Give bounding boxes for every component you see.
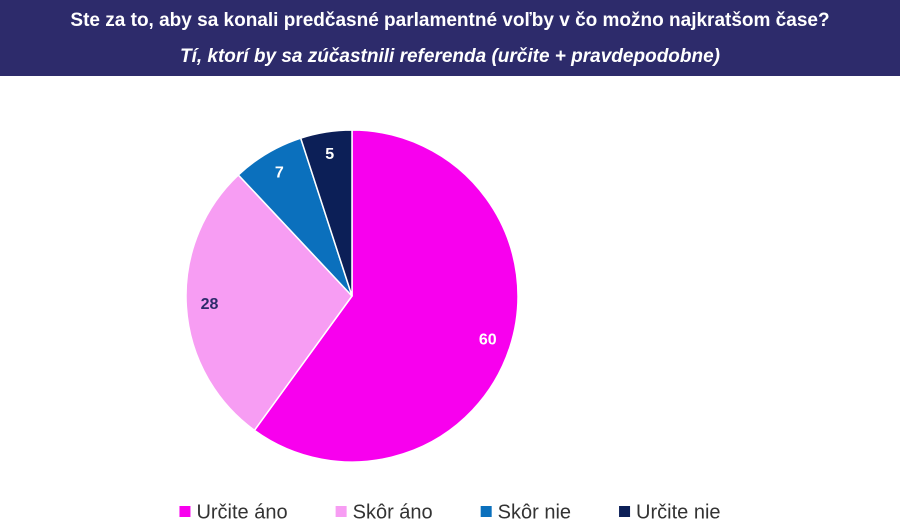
pie-slice xyxy=(253,129,519,463)
header-band xyxy=(0,0,900,76)
legend-swatch xyxy=(619,506,631,517)
legend-swatch xyxy=(335,506,347,517)
legend-swatch xyxy=(480,506,492,517)
data-label: 7 xyxy=(275,164,284,181)
pie-slice xyxy=(299,129,353,297)
legend-swatch xyxy=(179,506,191,517)
legend-label: Určite áno xyxy=(196,501,287,523)
chart-title: Ste za to, aby sa konali predčasné parla… xyxy=(70,10,829,31)
data-label: 60 xyxy=(479,331,497,348)
data-label: 28 xyxy=(201,296,219,313)
legend-label: Určite nie xyxy=(636,501,720,523)
chart-subtitle: Tí, ktorí by sa zúčastnili referenda (ur… xyxy=(180,46,720,67)
legend-label: Skôr áno xyxy=(353,501,433,523)
legend-label: Skôr nie xyxy=(498,501,571,523)
data-label: 5 xyxy=(325,146,334,163)
pie-slice xyxy=(185,173,353,432)
